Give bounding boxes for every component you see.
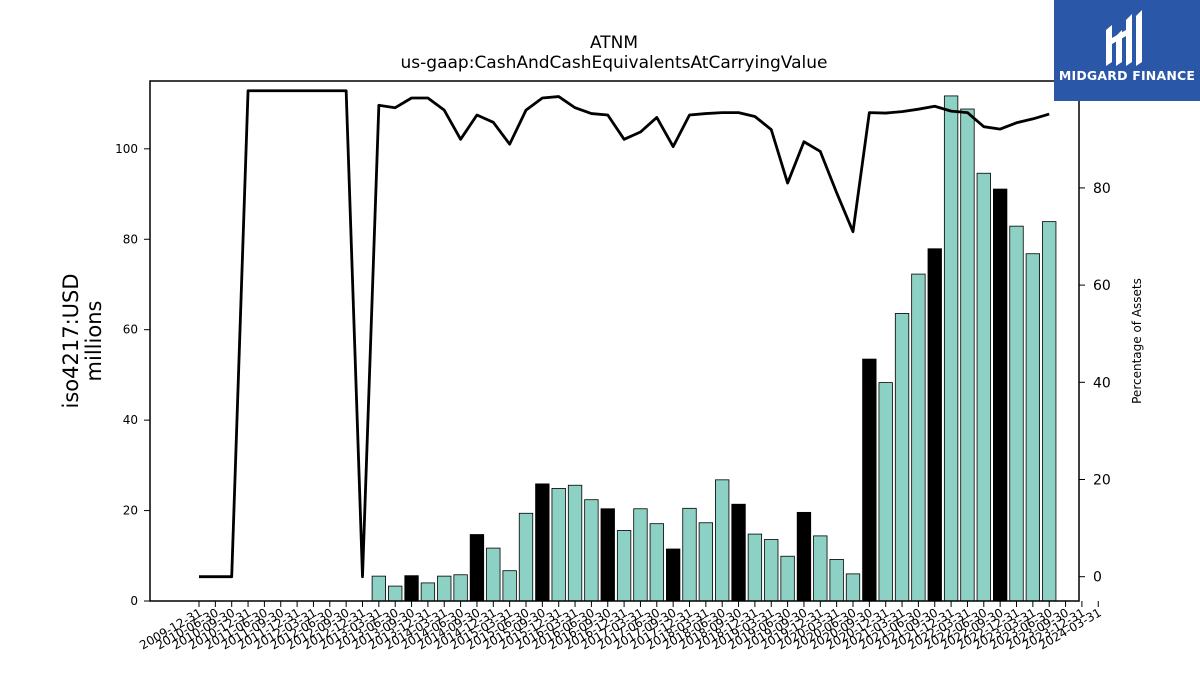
y-tick-label: 40 <box>123 413 138 427</box>
bar <box>437 575 452 602</box>
bar <box>747 533 763 602</box>
bar <box>698 522 713 602</box>
y-tick-label-right: 80 <box>1093 181 1111 197</box>
bar <box>829 559 844 602</box>
bar <box>551 488 566 602</box>
bar <box>731 503 746 602</box>
bar <box>469 534 485 602</box>
bar <box>911 273 926 602</box>
bar <box>584 499 599 602</box>
y-tick-label-right: 60 <box>1093 278 1111 294</box>
bar <box>780 555 795 602</box>
bar <box>1042 221 1057 602</box>
bar <box>976 172 991 602</box>
bar <box>666 548 681 602</box>
bar <box>796 511 812 602</box>
x-axis: 2009-12-312010-06-302010-09-302010-12-31… <box>137 601 1104 652</box>
bar <box>649 523 664 602</box>
y-tick-label: 80 <box>123 232 138 246</box>
bar <box>845 573 861 602</box>
midgard-logo-icon <box>1106 10 1142 66</box>
bar <box>502 570 517 602</box>
bar <box>535 483 550 602</box>
y-tick-label-right: 40 <box>1093 375 1111 391</box>
midgard-finance-logo: MIDGARD FINANCE <box>1054 0 1200 101</box>
bar-series <box>371 95 1057 602</box>
logo-text: MIDGARD FINANCE <box>1058 68 1196 83</box>
y-axis-label: iso4217:USDmillions <box>59 273 106 408</box>
bar <box>894 313 910 602</box>
series-line <box>199 89 1050 579</box>
chart-title: ATNM <box>590 33 638 53</box>
y-tick-label: 0 <box>130 594 138 608</box>
bar <box>486 547 501 602</box>
bar <box>943 95 959 602</box>
y-axis-label-right: Percentage of Assets <box>1130 278 1144 404</box>
bar <box>715 479 730 602</box>
bar <box>682 507 697 602</box>
bar <box>813 535 828 602</box>
y-tick-label-right: 0 <box>1093 570 1102 586</box>
bar <box>1009 225 1024 602</box>
bar <box>960 108 975 602</box>
bar <box>453 574 468 602</box>
bar <box>404 575 419 602</box>
line-series <box>199 89 1050 579</box>
y-tick-label: 60 <box>123 323 138 337</box>
y-axis-label-line: millions <box>82 301 106 382</box>
bar <box>878 382 893 602</box>
bar <box>567 484 583 602</box>
bar <box>927 248 942 602</box>
bar <box>600 508 615 602</box>
bar <box>993 188 1008 602</box>
bar <box>633 508 648 602</box>
y-tick-label-right: 20 <box>1093 473 1111 489</box>
bar <box>518 512 534 602</box>
bar <box>862 358 877 602</box>
chart-subtitle: us-gaap:CashAndCashEquivalentsAtCarrying… <box>401 53 828 73</box>
y-axis-label-line: iso4217:USD <box>59 273 83 408</box>
bar <box>764 539 779 602</box>
bar <box>371 575 387 602</box>
bar <box>388 585 403 602</box>
bar <box>616 530 632 602</box>
y-axis-left: 0 20 40 60 80 100 <box>115 142 150 608</box>
plot-frame <box>149 80 1080 602</box>
y-tick-label: 20 <box>123 504 138 518</box>
bar <box>1025 253 1040 602</box>
bar <box>420 582 436 602</box>
y-tick-label: 100 <box>115 142 138 156</box>
